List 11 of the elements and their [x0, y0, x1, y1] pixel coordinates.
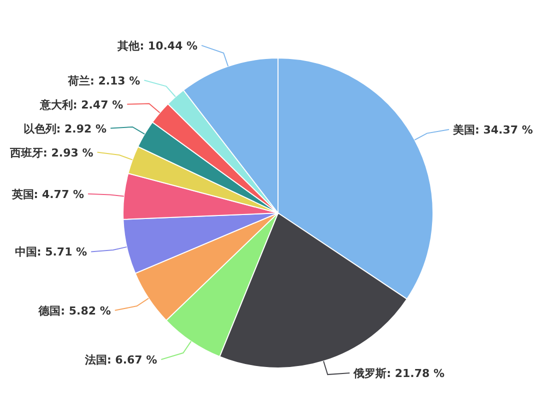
slice-label: 美国: 34.37 %: [452, 124, 533, 137]
slice-label: 法国: 6.67 %: [84, 354, 158, 367]
slice-label: 以色列: 2.92 %: [23, 122, 107, 136]
slice-label: 中国: 5.71 %: [14, 246, 88, 259]
slice-label: 英国: 4.77 %: [10, 188, 84, 201]
slice-label: 其他: 10.44 %: [116, 39, 198, 52]
slice-label: 荷兰: 2.13 %: [66, 74, 140, 88]
slice-label: 德国: 5.82 %: [38, 304, 111, 318]
slice-label: 意大利: 2.47 %: [38, 98, 124, 112]
slice-label: 西班牙: 2.93 %: [9, 146, 94, 160]
slice-label: 俄罗斯: 21.78 %: [352, 367, 445, 380]
